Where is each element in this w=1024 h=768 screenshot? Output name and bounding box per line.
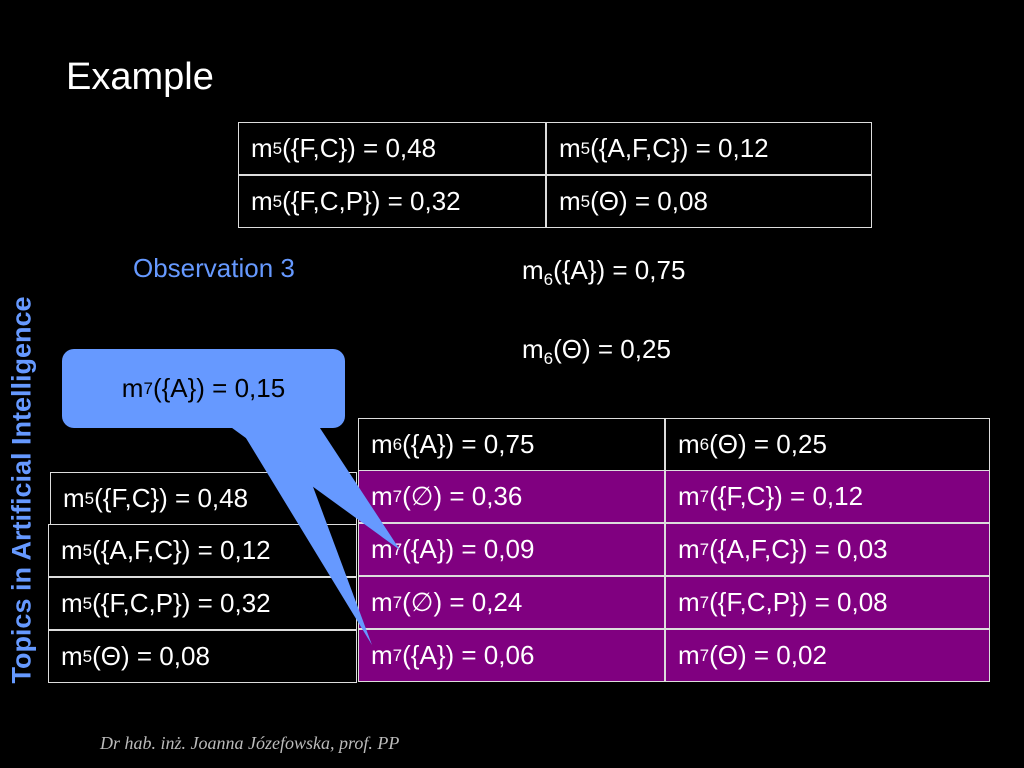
expression: ({A,F,C}) = 0,03 [709,534,888,564]
expression: ({A}) = 0,75 [402,429,535,459]
table-cell: m 7 ({A}) = 0,09 [358,523,665,576]
callout-box [62,349,345,428]
symbol: m [678,534,700,564]
table-cell: m 5 ({A,F,C}) = 0,12 [546,122,872,175]
table-cell: m 7 ({F,C,P}) = 0,08 [665,576,990,629]
symbol: m [61,641,83,671]
table-cell: m 5 ({F,C,P}) = 0,32 [48,577,357,630]
expression: ({F,C,P}) = 0,32 [92,588,271,618]
symbol: m [371,640,393,670]
table-cell: m 5 ({A,F,C}) = 0,12 [48,524,357,577]
symbol: m [559,133,581,163]
table-cell: m 7 (Θ) = 0,02 [665,629,990,682]
symbol: m [61,535,83,565]
expression: ({F,C}) = 0,48 [94,483,249,513]
symbol: m [559,186,581,216]
symbol: m [63,483,85,513]
footer: Dr hab. inż. Joanna Józefowska, prof. PP [100,733,400,753]
expression: (Θ) = 0,08 [92,641,210,671]
table-cell: m 7 ({A,F,C}) = 0,03 [665,523,990,576]
symbol: m [61,588,83,618]
expression: ({A}) = 0,75 [553,255,686,285]
expression: ({F,C}) = 0,48 [282,133,437,163]
symbol: m [522,255,544,285]
table-cell: m 7 ({F,C}) = 0,12 [665,470,990,523]
callout-tail [238,425,372,645]
symbol: m [678,640,700,670]
expression: ({A}) = 0,06 [402,640,535,670]
subscript: 6 [543,270,554,289]
subscript: 6 [543,349,554,368]
table-cell: m 7 ({A}) = 0,06 [358,629,665,682]
observation-label: Observation 3 [133,253,295,283]
symbol: m [371,534,393,564]
symbol: m [121,373,144,403]
symbol: m [678,429,700,459]
symbol: m [678,587,700,617]
expression: (Θ) = 0,02 [709,640,827,670]
expression: (∅) = 0,24 [402,587,523,617]
expression: ({F,C,P}) = 0,32 [282,186,461,216]
table-cell: m 5 ({F,C,P}) = 0,32 [238,175,546,228]
expression: ({A,F,C}) = 0,12 [590,133,769,163]
expression: ({A}) = 0,09 [402,534,535,564]
table-cell: m 6 (Θ) = 0,25 [665,418,990,471]
assignment: m6(Θ) = 0,25 [522,334,671,368]
symbol: m [371,481,393,511]
symbol: m [522,334,544,364]
table-cell: m 7 (∅) = 0,36 [358,470,665,523]
expression: (Θ) = 0,25 [553,334,671,364]
table-cell: m 5 ({F,C}) = 0,48 [238,122,546,175]
symbol: m [251,186,273,216]
symbol: m [678,481,700,511]
slide-title: Example [66,56,214,98]
assignment: m6({A}) = 0,75 [522,255,686,289]
table-cell: m 5 (Θ) = 0,08 [546,175,872,228]
expression: ({F,C}) = 0,12 [709,481,864,511]
table-cell: m 5 (Θ) = 0,08 [48,630,357,683]
symbol: m [371,429,393,459]
callout-text: m 7 ({A}) = 0,15 [121,373,286,403]
table-cell: m 7 (∅) = 0,24 [358,576,665,629]
expression: ({A,F,C}) = 0,12 [92,535,271,565]
expression: (∅) = 0,36 [402,481,523,511]
expression: (Θ) = 0,08 [590,186,708,216]
expression: ({A}) = 0,15 [152,373,286,403]
expression: ({F,C,P}) = 0,08 [709,587,888,617]
symbol: m [251,133,273,163]
symbol: m [371,587,393,617]
expression: (Θ) = 0,25 [709,429,827,459]
